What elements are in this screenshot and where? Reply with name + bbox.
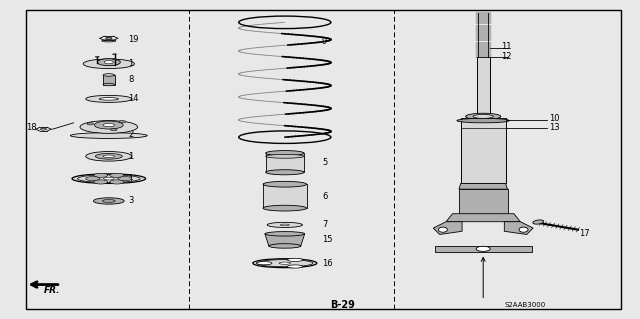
Ellipse shape [93, 198, 124, 204]
Ellipse shape [102, 200, 115, 203]
Text: 6: 6 [322, 192, 327, 201]
Ellipse shape [113, 54, 116, 55]
Text: 2: 2 [128, 130, 133, 139]
Ellipse shape [266, 151, 304, 156]
Ellipse shape [265, 232, 305, 236]
Text: 18: 18 [26, 123, 36, 132]
Text: 14: 14 [128, 94, 138, 103]
Ellipse shape [473, 115, 493, 118]
Ellipse shape [86, 177, 100, 181]
Ellipse shape [86, 152, 132, 161]
Ellipse shape [532, 220, 544, 224]
Ellipse shape [97, 59, 120, 66]
Ellipse shape [476, 246, 490, 251]
Ellipse shape [103, 155, 115, 158]
Text: 19: 19 [128, 35, 138, 44]
Ellipse shape [103, 123, 115, 127]
Text: 16: 16 [322, 259, 333, 268]
Polygon shape [435, 246, 532, 252]
Ellipse shape [266, 154, 304, 158]
Text: 5: 5 [322, 158, 327, 167]
Ellipse shape [106, 37, 112, 39]
Ellipse shape [87, 123, 93, 125]
Ellipse shape [279, 262, 291, 264]
Text: FR.: FR. [44, 286, 61, 295]
Polygon shape [265, 234, 305, 246]
Ellipse shape [110, 180, 124, 184]
Ellipse shape [111, 129, 117, 131]
Polygon shape [433, 222, 462, 234]
Bar [459, 189, 508, 214]
Bar [103, 75, 115, 85]
Ellipse shape [72, 174, 146, 183]
Ellipse shape [253, 259, 317, 268]
Ellipse shape [280, 224, 289, 226]
Text: 4: 4 [128, 174, 133, 183]
Ellipse shape [94, 173, 108, 177]
Polygon shape [504, 222, 533, 234]
Ellipse shape [86, 95, 132, 102]
Polygon shape [263, 184, 307, 208]
Text: 1: 1 [128, 152, 133, 161]
Text: 15: 15 [322, 235, 332, 244]
Ellipse shape [99, 98, 118, 100]
Ellipse shape [104, 177, 114, 180]
Text: B-29: B-29 [330, 300, 355, 310]
Polygon shape [266, 153, 304, 172]
Ellipse shape [102, 40, 116, 42]
Ellipse shape [438, 227, 447, 232]
Ellipse shape [263, 181, 307, 187]
Polygon shape [446, 214, 520, 222]
Ellipse shape [268, 222, 303, 227]
Text: 1: 1 [128, 59, 133, 68]
Ellipse shape [95, 56, 99, 57]
Ellipse shape [95, 153, 122, 159]
Ellipse shape [83, 59, 134, 69]
Ellipse shape [113, 59, 116, 60]
Text: 10: 10 [549, 115, 559, 123]
Ellipse shape [287, 265, 303, 268]
Ellipse shape [93, 180, 108, 184]
Ellipse shape [118, 177, 132, 181]
Ellipse shape [103, 74, 115, 76]
Text: 13: 13 [549, 123, 560, 132]
Text: S2AAB3000: S2AAB3000 [504, 302, 545, 308]
Polygon shape [459, 183, 508, 189]
Ellipse shape [269, 244, 301, 248]
Ellipse shape [257, 262, 272, 265]
Ellipse shape [263, 205, 307, 211]
Text: 17: 17 [579, 229, 590, 238]
Text: 3: 3 [128, 197, 133, 205]
Ellipse shape [119, 121, 125, 123]
Ellipse shape [40, 128, 47, 130]
Ellipse shape [70, 133, 147, 138]
Ellipse shape [104, 61, 113, 64]
Ellipse shape [103, 83, 115, 86]
Text: 9: 9 [322, 37, 327, 46]
Text: 12: 12 [501, 52, 511, 61]
Ellipse shape [110, 173, 124, 177]
Text: 8: 8 [128, 75, 133, 84]
Bar [461, 118, 506, 183]
Ellipse shape [466, 113, 501, 120]
Bar [477, 57, 490, 120]
Ellipse shape [287, 258, 303, 262]
Ellipse shape [266, 170, 304, 175]
Text: 11: 11 [501, 42, 511, 51]
Ellipse shape [457, 118, 509, 123]
Ellipse shape [95, 121, 124, 129]
Text: 7: 7 [322, 220, 327, 229]
Ellipse shape [519, 227, 528, 232]
Ellipse shape [80, 121, 138, 133]
